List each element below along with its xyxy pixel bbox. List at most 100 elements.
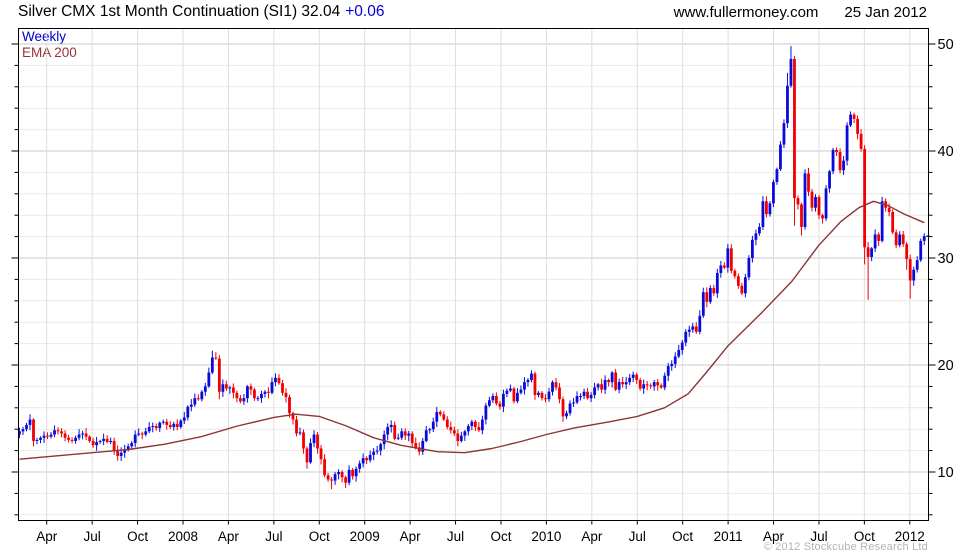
candle-body — [579, 396, 582, 398]
candle-body — [856, 118, 859, 134]
candle-body — [586, 391, 589, 399]
candle-body — [715, 272, 719, 294]
candle-body — [765, 201, 768, 215]
candle-body — [210, 357, 214, 373]
candle-body — [253, 389, 256, 399]
candle-body — [154, 425, 158, 429]
candle-body — [659, 385, 663, 388]
candle-body — [77, 434, 81, 438]
legend-ema-200: EMA 200 — [22, 45, 77, 60]
candle-body — [800, 204, 803, 227]
candle-body — [810, 191, 814, 208]
candle-body — [873, 234, 877, 249]
candle-body — [796, 198, 800, 205]
candle-body — [729, 248, 733, 271]
x-axis-label: Jul — [810, 529, 827, 544]
candle-body — [540, 392, 544, 399]
candle-body — [267, 391, 270, 393]
candle-body — [698, 315, 702, 332]
candle-body — [807, 173, 810, 192]
candle-body — [491, 396, 495, 401]
candle-body — [351, 469, 355, 477]
candle-body — [866, 247, 870, 257]
plot-border — [18, 28, 929, 521]
candle-body — [554, 382, 558, 388]
x-axis-label: Jul — [629, 529, 646, 544]
candle-body — [193, 398, 197, 405]
candle-body — [915, 260, 919, 270]
candle-body — [28, 419, 32, 425]
candle-body — [852, 114, 856, 119]
candle-body — [407, 433, 411, 436]
candle-body — [835, 149, 838, 153]
candle-body — [130, 443, 134, 447]
candle-body — [18, 431, 21, 435]
candle-body — [726, 248, 730, 268]
candle-body — [358, 463, 362, 469]
candle-body — [288, 397, 291, 414]
candle-body — [340, 472, 344, 478]
y-axis-label: 40 — [938, 144, 954, 160]
candle-body — [53, 430, 56, 435]
y-axis-label: 10 — [938, 465, 954, 481]
candle-body — [158, 422, 162, 429]
candle-body — [624, 382, 628, 385]
candle-body — [761, 201, 765, 227]
candle-body — [610, 372, 614, 383]
candle-body — [386, 427, 390, 435]
candle-body — [302, 432, 305, 449]
x-axis-label: 2012 — [895, 529, 925, 544]
candle-body — [649, 385, 653, 387]
candle-body — [922, 236, 926, 241]
candle-body — [298, 432, 302, 434]
candle-body — [877, 234, 881, 241]
candle-body — [449, 427, 453, 431]
x-axis-label: Oct — [490, 529, 511, 544]
candle-body — [470, 421, 474, 426]
candle-body — [284, 392, 288, 398]
candle-body — [242, 398, 246, 402]
candle-body — [459, 435, 463, 441]
candle-body — [635, 374, 639, 380]
candle-body — [186, 406, 190, 418]
candle-body — [814, 197, 817, 208]
candle-body — [842, 160, 845, 171]
candle-body — [326, 475, 330, 480]
candle-body — [231, 387, 235, 393]
candle-body — [438, 412, 442, 415]
candle-body — [477, 427, 481, 431]
candle-body — [519, 389, 523, 393]
candle-body — [105, 438, 109, 443]
gridlines — [18, 28, 929, 521]
y-axis-label: 30 — [938, 251, 954, 267]
candle-body — [701, 292, 705, 316]
candle-body — [389, 424, 393, 428]
candle-body — [712, 287, 716, 294]
candle-body — [677, 350, 681, 357]
candle-body — [694, 326, 698, 332]
chart-title-main: Silver CMX 1st Month Continuation (SI1) … — [18, 3, 341, 20]
candle-body — [196, 398, 200, 400]
candle-body — [638, 379, 642, 389]
candle-body — [217, 358, 221, 392]
candle-body — [621, 382, 625, 385]
candle-body — [558, 387, 561, 400]
candle-body — [789, 58, 793, 86]
candle-body — [523, 382, 526, 390]
candle-body — [175, 423, 179, 428]
candle-body — [42, 435, 46, 438]
candle-body — [891, 211, 895, 233]
candle-body — [126, 446, 130, 450]
candle-body — [617, 382, 621, 390]
candle-body — [480, 419, 484, 431]
candle-body — [235, 392, 239, 399]
ema-200-line — [19, 200, 925, 460]
candle-body — [319, 448, 323, 460]
candle-body — [530, 373, 533, 380]
x-axis-label: 2009 — [350, 529, 380, 544]
candle-body — [603, 379, 607, 390]
candle-body — [705, 292, 709, 302]
candle-body — [680, 342, 684, 351]
candle-body — [67, 437, 70, 440]
candle-body — [793, 58, 796, 199]
